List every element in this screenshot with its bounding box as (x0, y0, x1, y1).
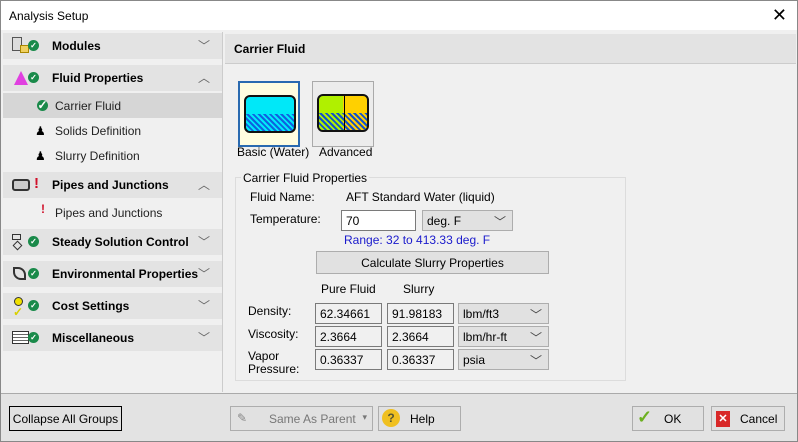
group-miscellaneous[interactable]: ✓ Miscellaneous ﹀ (3, 325, 222, 351)
chevron-up-icon[interactable]: ︿ (197, 71, 210, 85)
help-icon: ? (382, 409, 400, 427)
viscosity-unit-select[interactable]: lbm/hr-ft ﹀ (458, 326, 549, 347)
group-label: Environmental Properties (52, 267, 199, 281)
chevron-down-icon[interactable]: ﹀ (197, 235, 210, 249)
flask-icon: ✓ (12, 69, 40, 87)
temperature-range: Range: 32 to 413.33 deg. F (344, 233, 491, 247)
dropdown-arrow-icon: ▾ (362, 412, 367, 422)
pipe-icon: ! (12, 175, 40, 194)
group-steady-solution-control[interactable]: ✓ Steady Solution Control ﹀ (3, 229, 222, 255)
chevron-down-icon[interactable]: ﹀ (197, 299, 210, 313)
ok-button[interactable]: ✓ OK (632, 406, 704, 431)
group-label: Modules (52, 39, 101, 53)
cancel-button[interactable]: ✕ Cancel (711, 406, 785, 431)
pipe-mixed-icon (317, 94, 369, 132)
group-label: Miscellaneous (52, 331, 135, 345)
sidebar-item-pipes-and-junctions[interactable]: ! Pipes and Junctions (3, 200, 222, 225)
title-bar: Analysis Setup ✕ (0, 0, 798, 30)
density-label: Density: (248, 304, 292, 318)
item-label: Slurry Definition (55, 149, 140, 163)
fluid-name-value: AFT Standard Water (liquid) (346, 190, 495, 204)
temperature-label: Temperature: (250, 212, 321, 226)
edit-icon: ✎ (237, 411, 248, 425)
group-fluid-properties[interactable]: ✓ Fluid Properties ︿ (3, 65, 222, 91)
selected-value: lbm/hr-ft (463, 330, 508, 344)
sidebar: ✓ Modules ﹀ ✓ Fluid Properties ︿ ✓ Carri… (3, 32, 223, 392)
group-label: Fluid Properties (52, 71, 144, 85)
error-icon: ! (41, 202, 45, 216)
chevron-down-icon[interactable]: ﹀ (197, 39, 210, 53)
window-title: Analysis Setup (9, 9, 89, 23)
group-label: Carrier Fluid Properties (241, 171, 370, 185)
check-icon: ✓ (637, 407, 653, 427)
vapor-pressure-label-2: Pressure: (248, 362, 300, 376)
temperature-unit-select[interactable]: deg. F ﹀ (422, 210, 513, 231)
user-edit-icon: ♟ (35, 149, 46, 163)
sidebar-item-solids-definition[interactable]: ♟ Solids Definition (3, 118, 222, 143)
chevron-down-icon[interactable]: ﹀ (197, 331, 210, 345)
density-unit-select[interactable]: lbm/ft3 ﹀ (458, 303, 549, 324)
button-label: Help (410, 412, 435, 426)
sidebar-item-slurry-definition[interactable]: ♟ Slurry Definition (3, 143, 222, 168)
viscosity-pure: 2.3664 (315, 326, 382, 347)
col-header-pure: Pure Fluid (321, 282, 376, 296)
chevron-down-icon[interactable]: ﹀ (197, 267, 210, 281)
selected-value: psia (463, 353, 486, 367)
item-label: Solids Definition (55, 124, 142, 138)
group-modules[interactable]: ✓ Modules ﹀ (3, 33, 222, 59)
panel-header: Carrier Fluid (225, 34, 796, 64)
vapor-pressure-slurry: 0.36337 (387, 349, 454, 370)
selected-value: deg. F (427, 214, 462, 228)
same-as-parent-select[interactable]: ✎ Same As Parent ▾ (230, 406, 373, 431)
collapse-all-groups-button[interactable]: Collapse All Groups (9, 406, 122, 431)
group-label: Cost Settings (52, 299, 130, 313)
panel-title: Carrier Fluid (234, 42, 306, 56)
vapor-pressure-unit-select[interactable]: psia ﹀ (458, 349, 549, 370)
flowchart-icon: ✓ (12, 233, 40, 251)
col-header-slurry: Slurry (403, 282, 435, 296)
chevron-down-icon: ﹀ (493, 215, 506, 229)
group-label: Pipes and Junctions (52, 178, 169, 192)
button-label: Cancel (740, 412, 778, 426)
chevron-down-icon: ﹀ (529, 331, 542, 345)
viscosity-slurry: 2.3664 (387, 326, 454, 347)
item-label: Carrier Fluid (55, 99, 122, 113)
mode-label: Advanced (319, 145, 373, 159)
help-button[interactable]: ? Help (378, 406, 461, 431)
user-edit-icon: ♟ (35, 124, 46, 138)
button-label: OK (664, 412, 682, 426)
calculate-slurry-properties-button[interactable]: Calculate Slurry Properties (316, 251, 549, 274)
mode-advanced-button[interactable] (312, 81, 374, 147)
modules-icon: ✓ (12, 37, 40, 55)
close-icon[interactable]: ✕ (771, 5, 787, 25)
group-label: Steady Solution Control (52, 235, 189, 249)
cost-icon: ✓ ✓ (12, 297, 40, 319)
mode-basic-water-button[interactable] (238, 81, 300, 147)
vapor-pressure-pure: 0.36337 (315, 349, 382, 370)
vapor-pressure-label: Vapor (248, 349, 280, 363)
viscosity-label: Viscosity: (248, 327, 299, 341)
selected-value: Same As Parent (269, 412, 356, 426)
leaf-icon: ✓ (12, 265, 40, 283)
density-pure: 62.34661 (315, 303, 382, 324)
pipe-water-icon (244, 95, 296, 133)
sidebar-item-carrier-fluid[interactable]: ✓ Carrier Fluid (3, 93, 222, 118)
group-cost-settings[interactable]: ✓ ✓ Cost Settings ﹀ (3, 293, 222, 319)
check-icon: ✓ (37, 98, 48, 112)
density-slurry: 91.98183 (387, 303, 454, 324)
mode-label: Basic (Water) (237, 145, 310, 159)
carrier-fluid-properties-group (235, 177, 626, 381)
chevron-up-icon[interactable]: ︿ (197, 178, 210, 192)
group-environmental-properties[interactable]: ✓ Environmental Properties ﹀ (3, 261, 222, 287)
chevron-down-icon: ﹀ (529, 354, 542, 368)
selected-value: lbm/ft3 (463, 307, 500, 321)
chevron-down-icon: ﹀ (529, 308, 542, 322)
group-pipes-and-junctions[interactable]: ! Pipes and Junctions ︿ (3, 172, 222, 198)
temperature-input[interactable]: 70 (341, 210, 416, 231)
list-icon: ✓ (12, 329, 40, 347)
item-label: Pipes and Junctions (55, 206, 163, 220)
cancel-x-icon: ✕ (716, 411, 730, 427)
fluid-name-label: Fluid Name: (250, 190, 315, 204)
